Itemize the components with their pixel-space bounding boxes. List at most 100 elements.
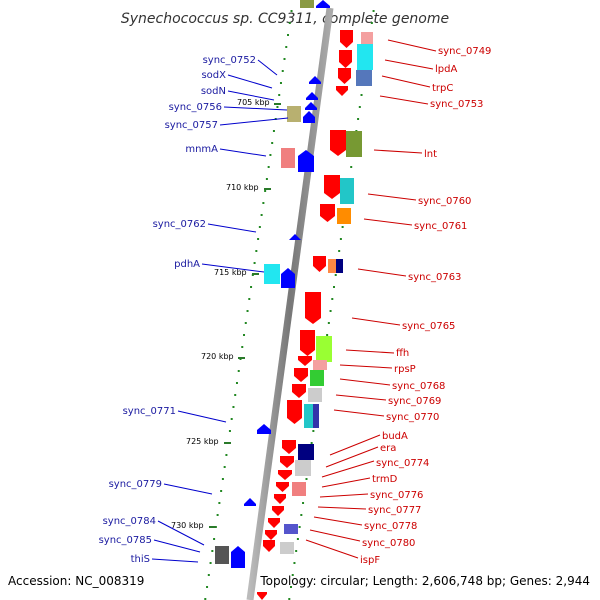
gene-label-right[interactable]: sync_0749 [387, 39, 491, 57]
gene-arrow-forward[interactable] [300, 330, 315, 356]
gene-label-right[interactable]: sync_0769 [335, 394, 441, 407]
gene-annotation-box[interactable] [316, 336, 332, 362]
gene-label-left[interactable]: sync_0785 [99, 535, 201, 553]
gene-label-right[interactable]: ispF [305, 539, 380, 566]
gene-label-left[interactable]: sodX [201, 70, 273, 89]
gene-label-right[interactable]: trpC [381, 75, 453, 94]
gene-label-right[interactable]: sync_0760 [367, 193, 471, 207]
gene-arrow-forward[interactable] [276, 482, 289, 492]
gene-label-right[interactable]: sync_0763 [357, 268, 461, 283]
gene-annotation-box[interactable] [287, 106, 301, 122]
gene-annotation-box[interactable] [292, 482, 306, 496]
gene-label-right[interactable]: budA [329, 431, 408, 456]
gene-annotation-box[interactable] [336, 259, 343, 273]
gene-arrow-forward[interactable] [274, 494, 286, 504]
gene-arrow-forward[interactable] [336, 86, 348, 96]
gene-annotation-box[interactable] [356, 70, 372, 86]
gene-label-right[interactable]: trmD [321, 474, 398, 488]
gene-label-right[interactable]: sync_0768 [339, 378, 445, 392]
gene-annotation-box[interactable] [280, 542, 294, 554]
gene-label-right[interactable]: sync_0778 [313, 516, 417, 532]
gene-annotation-box[interactable] [346, 131, 362, 157]
gene-label-left[interactable]: sync_0762 [153, 219, 257, 233]
gene-label-right[interactable]: sync_0753 [379, 95, 483, 110]
gene-annotation-box[interactable] [337, 208, 351, 224]
gene-arrow-reverse[interactable] [306, 92, 318, 100]
gene-arrow-reverse[interactable] [289, 234, 301, 240]
gene-arrow-forward[interactable] [339, 50, 352, 68]
gene-arrow-forward[interactable] [280, 456, 294, 468]
gene-arrow-forward[interactable] [305, 292, 321, 324]
gene-annotation-box[interactable] [308, 388, 322, 402]
gene-label-right[interactable]: rpsP [339, 364, 416, 375]
gene-annotation-box[interactable] [304, 404, 314, 428]
gene-annotation-box[interactable] [284, 524, 298, 534]
gene-arrow-forward[interactable] [257, 592, 267, 600]
gene-arrow-reverse[interactable] [244, 498, 256, 506]
gene-arrow-forward[interactable] [265, 530, 277, 540]
gene-arrow-reverse[interactable] [231, 546, 245, 568]
gene-annotation-box[interactable] [310, 370, 324, 386]
gene-label-right[interactable]: sync_0777 [317, 505, 421, 516]
gene-arrow-forward[interactable] [263, 540, 275, 552]
tick-dot [255, 250, 258, 252]
gene-label-right[interactable]: sync_0780 [309, 529, 415, 549]
gene-label-right[interactable]: lnt [373, 149, 437, 160]
gene-annotation-box[interactable] [298, 444, 314, 460]
gene-label-left[interactable]: sync_0784 [103, 516, 205, 546]
gene-label-right[interactable]: sync_0765 [351, 317, 455, 332]
gene-annotation-box[interactable] [264, 264, 280, 284]
gene-label-right[interactable]: ffh [345, 348, 409, 359]
gene-label-right[interactable]: lpdA [384, 59, 457, 75]
gene-arrow-forward[interactable] [338, 68, 351, 84]
gene-label-left[interactable]: thiS [131, 554, 199, 565]
gene-annotation-box[interactable] [357, 44, 373, 70]
gene-arrow-forward[interactable] [324, 175, 340, 199]
gene-annotation-box[interactable] [313, 404, 319, 428]
gene-arrow-reverse[interactable] [309, 76, 321, 84]
gene-label-right[interactable]: sync_0774 [321, 458, 429, 478]
gene-label-left[interactable]: sync_0771 [123, 406, 227, 423]
gene-label-left[interactable]: sync_0757 [165, 117, 289, 131]
tick-dot [234, 394, 237, 396]
gene-arrow-forward[interactable] [320, 204, 335, 222]
gene-label-left[interactable]: sync_0756 [169, 102, 288, 113]
tick-dot [279, 82, 282, 84]
tick-dot [288, 22, 291, 24]
gene-arrow-reverse[interactable] [305, 102, 317, 110]
gene-annotation-box[interactable] [328, 259, 336, 273]
gene-label-left[interactable]: mnmA [185, 144, 267, 157]
gene-annotation-box[interactable] [313, 360, 327, 370]
gene-arrow-forward[interactable] [298, 356, 312, 366]
gene-annotation-box[interactable] [361, 32, 373, 44]
gene-label-left[interactable]: sync_0752 [203, 55, 278, 76]
gene-arrow-reverse[interactable] [281, 268, 295, 288]
gene-arrow-forward[interactable] [294, 368, 308, 382]
gene-arrow-reverse[interactable] [298, 150, 314, 172]
gene-label-left[interactable]: pdhA [174, 259, 265, 273]
gene-label-right[interactable]: sync_0761 [363, 218, 467, 232]
gene-label-right[interactable]: era [325, 443, 396, 468]
gene-arrow-forward[interactable] [272, 506, 284, 516]
gene-label-left[interactable]: sodN [201, 86, 275, 101]
gene-arrow-reverse[interactable] [257, 424, 271, 434]
gene-arrow-forward[interactable] [287, 400, 302, 424]
gene-label-left[interactable]: sync_0779 [109, 479, 213, 495]
gene-label-right[interactable]: sync_0770 [333, 409, 439, 423]
gene-arrow-reverse[interactable] [316, 0, 330, 8]
gene-arrow-forward[interactable] [268, 518, 280, 528]
gene-arrow-forward[interactable] [292, 384, 306, 398]
gene-arrow-forward[interactable] [278, 470, 292, 480]
gene-annotation-box[interactable] [300, 0, 314, 8]
gene-arrow-forward[interactable] [313, 256, 326, 272]
gene-label-right[interactable]: sync_0776 [319, 490, 423, 501]
gene-arrow-forward[interactable] [282, 440, 296, 454]
gene-arrow-reverse[interactable] [303, 111, 315, 123]
gene-annotation-box[interactable] [340, 178, 354, 204]
gene-arrow-forward[interactable] [340, 30, 353, 48]
gene-annotation-box[interactable] [295, 460, 311, 476]
gene-annotation-box[interactable] [215, 546, 229, 564]
gene-arrow-forward[interactable] [330, 130, 346, 156]
tick-dot [291, 574, 294, 576]
gene-annotation-box[interactable] [281, 148, 295, 168]
